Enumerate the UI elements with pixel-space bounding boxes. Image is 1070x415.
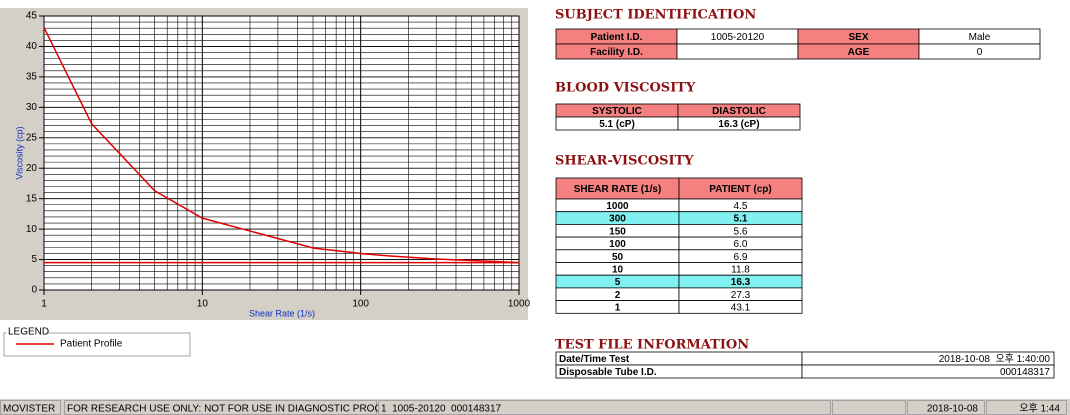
row-value: 000148317 xyxy=(1000,367,1050,378)
y-tick-label: 25 xyxy=(26,132,38,143)
cell-value: 5 xyxy=(615,277,621,288)
section-title: BLOOD VISCOSITY xyxy=(555,81,696,96)
y-tick-label: 10 xyxy=(26,224,38,235)
status-text: FOR RESEARCH USE ONLY: NOT FOR USE IN DI… xyxy=(67,404,424,415)
cell-value: 300 xyxy=(609,214,626,225)
column-header: PATIENT (cp) xyxy=(709,184,771,195)
x-tick-label: 10 xyxy=(197,299,209,310)
cell-value: 10 xyxy=(612,264,624,275)
status-text: 2018-10-08 xyxy=(927,404,979,415)
field-value: 0 xyxy=(977,47,983,58)
column-header: SHEAR RATE (1/s) xyxy=(574,184,662,195)
legend-box xyxy=(3,332,191,357)
field-label: SEX xyxy=(848,32,868,43)
field-label: AGE xyxy=(848,47,870,58)
y-tick-label: 20 xyxy=(26,163,38,174)
x-tick-label: 1 xyxy=(41,299,47,310)
cell-value: 1000 xyxy=(606,201,629,212)
cell-value: 6.9 xyxy=(734,252,748,263)
cell-value: 5.6 xyxy=(734,226,748,237)
plot-area xyxy=(44,16,519,290)
data-line xyxy=(43,27,520,264)
y-tick-label: 0 xyxy=(31,285,37,296)
table-cell xyxy=(678,300,803,314)
legend-title: LEGEND xyxy=(8,327,49,338)
y-tick-label: 35 xyxy=(26,72,38,83)
cell-value: 5.1 (cP) xyxy=(599,119,635,130)
section-title: SHEAR-VISCOSITY xyxy=(555,154,694,169)
cell-value: 50 xyxy=(612,252,624,263)
row-value: 2018-10-08 오후 1:40:00 xyxy=(939,353,1051,365)
cell-value: 100 xyxy=(609,239,626,250)
cell-value: 150 xyxy=(609,226,626,237)
status-text: MOVISTER xyxy=(3,404,55,415)
field-label: Patient I.D. xyxy=(591,32,643,43)
table-cell xyxy=(918,43,1041,60)
cell-value: 43.1 xyxy=(731,303,751,314)
x-tick-label: 100 xyxy=(352,299,369,310)
section-title: SUBJECT IDENTIFICATION xyxy=(555,8,756,23)
legend-label: Patient Profile xyxy=(60,339,123,350)
cell-value: 2 xyxy=(615,290,621,301)
row-label: Disposable Tube I.D. xyxy=(559,367,657,378)
x-tick-label: 1000 xyxy=(508,299,531,310)
x-axis-label: Shear Rate (1/s) xyxy=(249,308,315,318)
column-header: DIASTOLIC xyxy=(712,106,766,117)
table-cell xyxy=(677,116,801,131)
status-text: 1 1005-20120 000148317 xyxy=(381,404,502,415)
table-cell xyxy=(801,364,1055,379)
field-label: Facility I.D. xyxy=(590,47,643,58)
cell-value: 6.0 xyxy=(734,239,748,250)
y-tick-label: 15 xyxy=(26,193,38,204)
table-cell xyxy=(676,43,799,60)
status-text: 오후 1:44 xyxy=(1019,403,1060,415)
legend-title-bg xyxy=(6,326,48,338)
cell-value: 11.8 xyxy=(731,264,750,275)
cell-value: 16.3 xyxy=(731,277,751,288)
field-value: 1005-20120 xyxy=(711,32,765,43)
row-label: Date/Time Test xyxy=(559,354,630,365)
field-value: Male xyxy=(969,32,991,43)
y-tick-label: 5 xyxy=(31,254,37,265)
y-tick-label: 30 xyxy=(26,102,38,113)
cell-value: 27.3 xyxy=(731,290,751,301)
y-tick-label: 40 xyxy=(26,41,38,52)
y-axis-label: Viscosity (cp) xyxy=(14,126,24,179)
cell-value: 4.5 xyxy=(734,201,748,212)
plot-frame xyxy=(43,15,520,291)
section-title: TEST FILE INFORMATION xyxy=(555,338,749,353)
cell-value: 5.1 xyxy=(734,214,748,225)
status-cell xyxy=(832,400,906,415)
cell-value: 1 xyxy=(615,303,621,314)
cell-value: 16.3 (cP) xyxy=(718,119,759,130)
column-header: SYSTOLIC xyxy=(592,106,642,117)
y-tick-label: 45 xyxy=(26,11,38,22)
